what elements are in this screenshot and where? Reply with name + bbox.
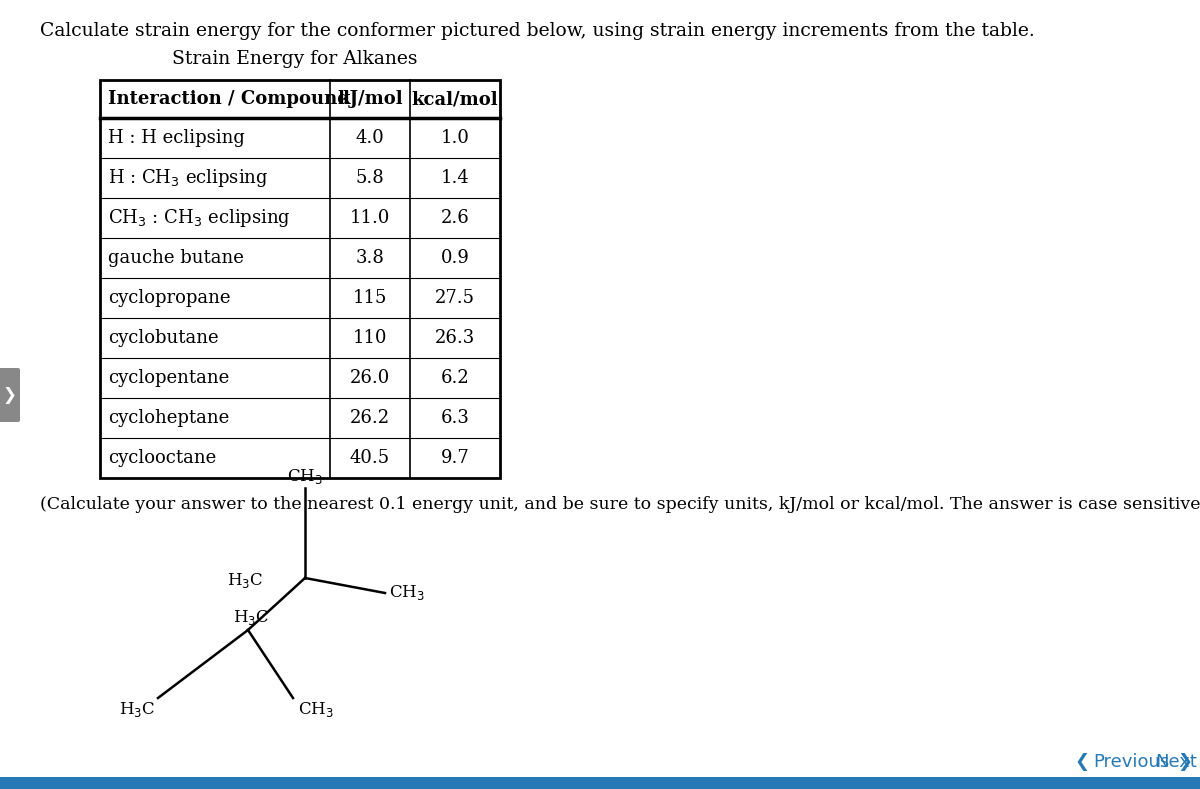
Text: Next: Next: [1154, 753, 1196, 771]
Text: H : H eclipsing: H : H eclipsing: [108, 129, 245, 147]
Text: H$_3$C: H$_3$C: [227, 571, 264, 590]
Text: kcal/mol: kcal/mol: [412, 90, 498, 108]
Text: ❯: ❯: [1177, 753, 1192, 771]
Text: 110: 110: [353, 329, 388, 347]
Text: 115: 115: [353, 289, 388, 307]
Text: ❯: ❯: [2, 386, 16, 404]
Text: 3.8: 3.8: [355, 249, 384, 267]
Text: CH$_3$: CH$_3$: [287, 467, 323, 486]
Text: CH$_3$: CH$_3$: [298, 700, 334, 719]
Text: 26.2: 26.2: [350, 409, 390, 427]
Text: 26.3: 26.3: [434, 329, 475, 347]
Text: H$_3$C: H$_3$C: [233, 608, 270, 627]
Text: 6.3: 6.3: [440, 409, 469, 427]
Text: 0.9: 0.9: [440, 249, 469, 267]
Text: cyclopentane: cyclopentane: [108, 369, 229, 387]
Text: Calculate strain energy for the conformer pictured below, using strain energy in: Calculate strain energy for the conforme…: [40, 22, 1034, 40]
Text: 26.0: 26.0: [350, 369, 390, 387]
Text: cycloheptane: cycloheptane: [108, 409, 229, 427]
Text: 2.6: 2.6: [440, 209, 469, 227]
Text: cyclooctane: cyclooctane: [108, 449, 216, 467]
Text: 1.0: 1.0: [440, 129, 469, 147]
Text: 5.8: 5.8: [355, 169, 384, 187]
Text: gauche butane: gauche butane: [108, 249, 244, 267]
Text: 40.5: 40.5: [350, 449, 390, 467]
Text: CH$_3$ : CH$_3$ eclipsing: CH$_3$ : CH$_3$ eclipsing: [108, 207, 290, 229]
Text: (Calculate your answer to the nearest 0.1 energy unit, and be sure to specify un: (Calculate your answer to the nearest 0.…: [40, 496, 1200, 513]
Text: kJ/mol: kJ/mol: [337, 90, 403, 108]
Text: cyclopropane: cyclopropane: [108, 289, 230, 307]
Text: 11.0: 11.0: [350, 209, 390, 227]
Text: Previous: Previous: [1093, 753, 1169, 771]
Text: 6.2: 6.2: [440, 369, 469, 387]
Text: H$_3$C: H$_3$C: [119, 700, 155, 719]
Text: 1.4: 1.4: [440, 169, 469, 187]
Text: Strain Energy for Alkanes: Strain Energy for Alkanes: [173, 50, 418, 68]
Text: cyclobutane: cyclobutane: [108, 329, 218, 347]
Text: Interaction / Compound: Interaction / Compound: [108, 90, 350, 108]
Text: CH$_3$: CH$_3$: [389, 582, 425, 601]
Bar: [100, 80, 500, 478]
Text: 4.0: 4.0: [355, 129, 384, 147]
Text: 9.7: 9.7: [440, 449, 469, 467]
Text: 27.5: 27.5: [436, 289, 475, 307]
Bar: [0, 777, 1200, 789]
Text: ❮: ❮: [1075, 753, 1090, 771]
Text: H : CH$_3$ eclipsing: H : CH$_3$ eclipsing: [108, 167, 269, 189]
FancyBboxPatch shape: [0, 368, 20, 422]
